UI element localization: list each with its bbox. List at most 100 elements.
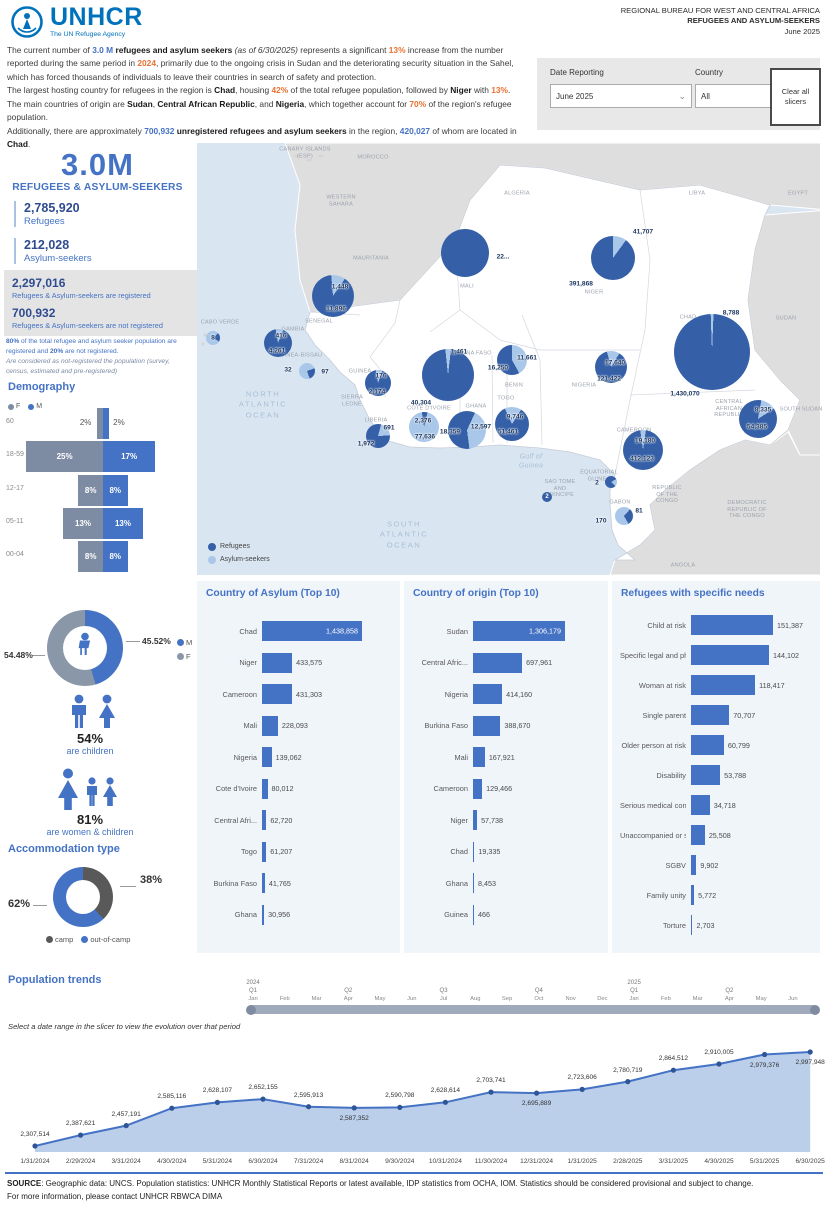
bar[interactable] <box>262 715 278 736</box>
trend-value-label: 2,387,621 <box>65 1120 96 1128</box>
bar[interactable] <box>473 841 475 862</box>
trend-point[interactable] <box>716 1061 722 1067</box>
bar[interactable]: 1,306,179 <box>473 621 565 641</box>
refugees-legend-label: Refugees <box>220 543 250 550</box>
bar[interactable] <box>691 765 721 785</box>
bar[interactable] <box>691 825 705 845</box>
trend-point[interactable] <box>78 1132 84 1138</box>
male-pct-label: 17% <box>121 452 138 462</box>
bar[interactable] <box>691 735 724 755</box>
bar[interactable] <box>262 904 265 925</box>
bar[interactable]: 1,438,858 <box>262 621 362 641</box>
map-bubble-mali[interactable] <box>441 229 489 277</box>
gender-male-pct: 45.52% <box>142 636 171 646</box>
trend-point[interactable] <box>625 1079 631 1085</box>
female-bar[interactable] <box>96 408 103 439</box>
male-bar[interactable]: 8% <box>103 474 128 506</box>
bar[interactable] <box>262 652 293 673</box>
timeline-slicer-bar[interactable] <box>248 1005 818 1014</box>
bar[interactable] <box>691 705 730 725</box>
date-reporting-dropdown[interactable]: June 2025 ⌄ <box>550 84 692 108</box>
trend-point[interactable] <box>670 1067 677 1073</box>
map-bubble-equatorial-guinea[interactable] <box>605 476 617 488</box>
bar-row-specific-legal-and-ph-: Specific legal and ph... 144,102 <box>620 645 828 665</box>
female-bar[interactable]: 8% <box>78 474 103 506</box>
map-bubble-central-african-republic[interactable] <box>739 400 777 438</box>
trend-point[interactable] <box>397 1104 403 1110</box>
bar[interactable] <box>262 873 265 893</box>
bar[interactable] <box>262 684 292 704</box>
timeline-right-handle[interactable] <box>810 1004 820 1015</box>
map-bubble-cote-divoire[interactable] <box>409 412 439 442</box>
map-bubble-cameroon[interactable] <box>623 430 663 470</box>
trend-point[interactable] <box>351 1105 357 1111</box>
trend-value-label: 2,585,116 <box>157 1093 187 1101</box>
map-bubble-chad[interactable] <box>674 314 750 390</box>
bar[interactable] <box>691 795 710 815</box>
female-bar[interactable]: 13% <box>63 507 103 539</box>
map-bubble-cabo-verde[interactable] <box>206 331 220 345</box>
bar[interactable] <box>691 615 773 635</box>
female-bar[interactable]: 8% <box>78 541 103 573</box>
map-bubble-senegal[interactable] <box>312 275 354 317</box>
trend-point[interactable] <box>214 1099 220 1105</box>
trend-point[interactable] <box>260 1096 266 1102</box>
bar[interactable] <box>473 652 523 673</box>
registration-note: 80% of the total refugee and asylum seek… <box>6 337 188 356</box>
map-bubble-guinea-bissau[interactable] <box>299 363 315 379</box>
male-bar[interactable]: 8% <box>103 541 128 573</box>
bar[interactable] <box>691 645 770 665</box>
map-bubble-benin[interactable] <box>497 345 527 375</box>
text-segment: Sudan <box>127 98 153 109</box>
bar[interactable] <box>691 675 756 695</box>
footer-divider <box>5 1172 823 1174</box>
bar[interactable] <box>691 915 693 935</box>
male-bar[interactable] <box>103 408 110 439</box>
map-bubble-liberia[interactable] <box>366 424 390 448</box>
bar[interactable] <box>262 841 267 862</box>
male-bar[interactable]: 13% <box>103 507 143 539</box>
trend-area-fill <box>35 1052 811 1152</box>
population-trend-chart[interactable] <box>0 1040 828 1158</box>
bar[interactable] <box>473 873 474 893</box>
bar[interactable] <box>262 810 267 830</box>
bar[interactable] <box>691 855 697 875</box>
timeline-left-handle[interactable] <box>246 1004 256 1015</box>
bar[interactable] <box>473 715 501 736</box>
trend-point[interactable] <box>762 1051 768 1058</box>
trend-point[interactable] <box>442 1099 448 1105</box>
map-bubble-guinea[interactable] <box>365 370 391 396</box>
bar[interactable] <box>473 684 503 704</box>
male-bar[interactable]: 17% <box>103 441 156 473</box>
bar[interactable] <box>262 778 268 799</box>
clear-all-slicers-button[interactable]: Clear all slicers <box>770 68 821 126</box>
map-bubble-togo[interactable] <box>495 407 529 441</box>
bar[interactable] <box>473 778 483 799</box>
country-value: All <box>701 91 710 101</box>
trend-instruction: Select a date range in the slicer to vie… <box>8 1022 241 1031</box>
bar-value-label: 433,575 <box>296 658 323 667</box>
trend-point[interactable] <box>579 1086 585 1092</box>
text-segment: in the region, <box>346 125 400 136</box>
trend-point[interactable] <box>807 1049 813 1055</box>
bar[interactable] <box>691 885 695 905</box>
bar[interactable] <box>473 747 485 767</box>
female-bar[interactable]: 25% <box>26 441 103 473</box>
trend-point[interactable] <box>32 1143 38 1149</box>
map-bubble-gabon[interactable] <box>615 507 633 525</box>
trend-point[interactable] <box>123 1123 129 1129</box>
map-bubble-ghana[interactable] <box>448 411 486 449</box>
bar[interactable] <box>473 904 474 925</box>
trend-point[interactable] <box>306 1104 312 1110</box>
bar[interactable] <box>473 810 478 830</box>
trend-point[interactable] <box>534 1090 540 1096</box>
specific-needs-card: Refugees with specific needs Child at ri… <box>612 581 820 953</box>
trend-point[interactable] <box>169 1105 175 1111</box>
trend-point[interactable] <box>488 1089 494 1095</box>
map-bubble-sao-tome[interactable] <box>542 492 552 502</box>
map-bubble-nigeria[interactable] <box>595 351 627 383</box>
map-bubble-burkina-faso[interactable] <box>422 349 474 401</box>
map-bubble-niger[interactable] <box>591 236 635 280</box>
map-bubble-gambia[interactable] <box>264 329 292 357</box>
bar[interactable] <box>262 747 272 767</box>
